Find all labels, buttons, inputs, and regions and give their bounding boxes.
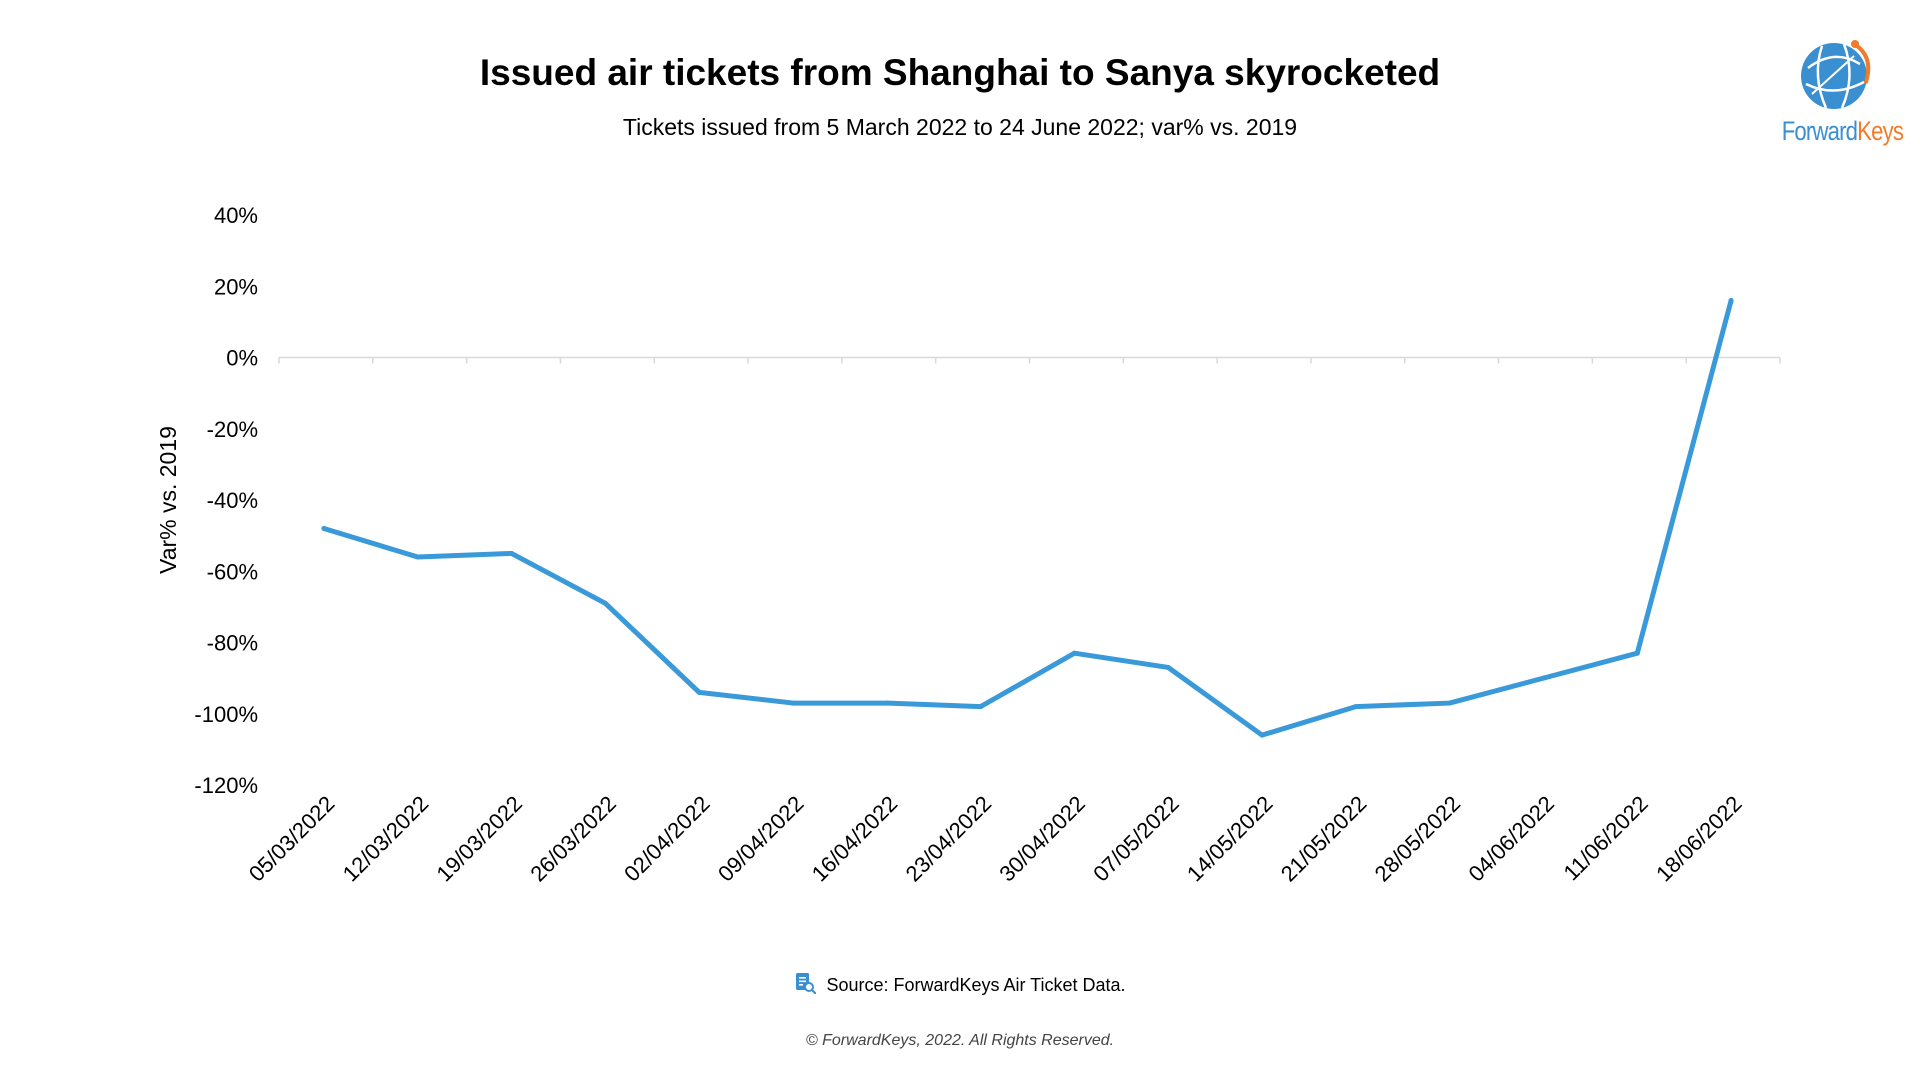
logo-text-forward: Forward (1781, 116, 1858, 146)
x-tick-label: 26/03/2022 (525, 791, 621, 887)
data-point (978, 704, 984, 710)
logo-text-keys: Keys (1857, 116, 1904, 146)
x-axis-tick-labels: 05/03/202212/03/202219/03/202226/03/2022… (244, 791, 1747, 887)
globe-icon (1801, 40, 1871, 109)
copyright-text: © ForwardKeys, 2022. All Rights Reserved… (805, 1032, 1115, 1049)
x-tick-label: 07/05/2022 (1088, 791, 1184, 887)
y-tick-label: 0% (226, 346, 258, 371)
chart-subtitle: Tickets issued from 5 March 2022 to 24 J… (622, 114, 1298, 140)
forwardkeys-logo: ForwardKeys (1770, 38, 1904, 158)
x-tick-label: 23/04/2022 (901, 791, 997, 887)
x-tick-label: 11/06/2022 (1558, 791, 1652, 885)
data-point (696, 689, 702, 695)
document-search-icon (796, 973, 817, 995)
x-tick-label: 30/04/2022 (994, 791, 1090, 887)
x-tick-label: 14/05/2022 (1182, 791, 1278, 887)
data-point (1165, 664, 1171, 670)
x-tick-label: 09/04/2022 (713, 791, 809, 887)
data-point (1259, 732, 1265, 738)
x-tick-label: 12/03/2022 (338, 791, 434, 887)
y-axis-label: Var% vs. 2019 (155, 426, 181, 574)
data-point (1071, 650, 1077, 656)
x-tick-label: 21/05/2022 (1276, 791, 1372, 887)
data-point (321, 526, 327, 531)
y-tick-label: -100% (194, 702, 258, 727)
x-axis (278, 356, 1781, 364)
y-axis-ticks: 40% 20% 0% -20% -40% -60% -80% -100% -120% (194, 203, 258, 798)
data-point (1540, 675, 1546, 681)
line-chart: 40% 20% 0% -20% -40% -60% -80% -100% -120% 05/03… (155, 203, 1781, 887)
y-tick-label: 20% (214, 274, 258, 299)
x-tick-label: 19/03/2022 (432, 791, 528, 887)
x-tick-label: 02/04/2022 (619, 791, 715, 887)
y-tick-label: -80% (207, 631, 258, 656)
x-tick-label: 18/06/2022 (1651, 791, 1747, 887)
data-point (884, 700, 890, 706)
data-point (790, 700, 796, 706)
x-tick-label: 16/04/2022 (807, 791, 903, 887)
logo-wordmark: ForwardKeys (1781, 116, 1904, 147)
data-point (1728, 298, 1734, 303)
data-point (602, 600, 608, 606)
y-tick-label: -40% (207, 488, 258, 513)
x-tick-label: 04/06/2022 (1463, 791, 1559, 887)
series-line (321, 298, 1734, 738)
data-point (509, 550, 515, 556)
data-point (1634, 650, 1640, 656)
data-point (1447, 700, 1453, 706)
y-tick-label: -60% (207, 559, 258, 584)
data-point (1353, 704, 1359, 710)
y-tick-label: -120% (194, 773, 258, 798)
y-tick-label: 40% (214, 203, 258, 228)
chart-title: Issued air tickets from Shanghai to Sany… (479, 52, 1441, 93)
source-text: Source: ForwardKeys Air Ticket Data. (826, 975, 1126, 995)
x-tick-label: 05/03/2022 (244, 791, 340, 887)
data-point (415, 554, 421, 560)
x-tick-label: 28/05/2022 (1370, 791, 1466, 887)
series-layer (321, 298, 1734, 738)
source-note: Source: ForwardKeys Air Ticket Data. (0, 973, 1920, 997)
y-tick-label: -20% (207, 417, 258, 442)
